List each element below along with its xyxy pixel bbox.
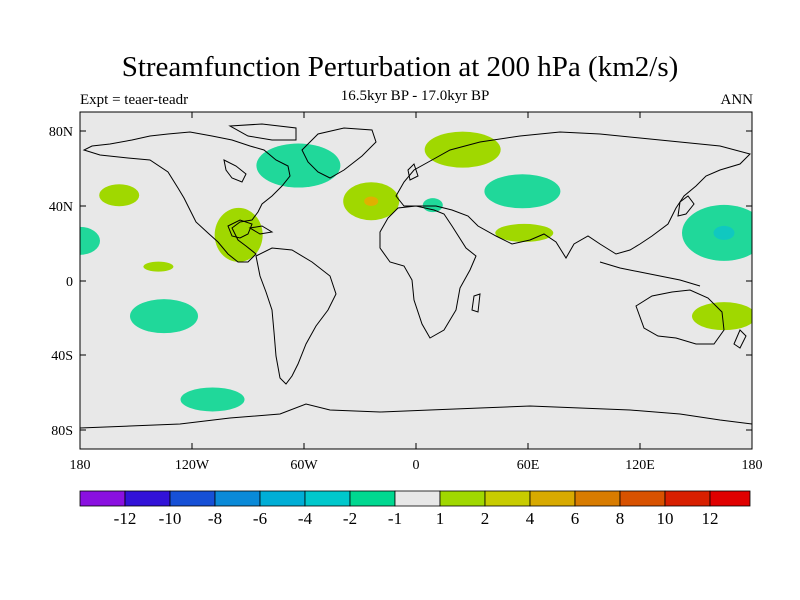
colorbar xyxy=(79,490,751,507)
anomaly-patch xyxy=(143,261,174,272)
anomaly-patch xyxy=(256,143,341,188)
colorbar-box xyxy=(574,490,621,507)
lon-tick-label: 180 xyxy=(70,458,91,473)
lon-tick-label: 120E xyxy=(625,458,655,473)
lon-tick-label: 60E xyxy=(517,458,540,473)
colorbar-label: 1 xyxy=(436,509,445,528)
plot-title: Streamfunction Perturbation at 200 hPa (… xyxy=(121,51,679,83)
anomaly-patch xyxy=(130,299,198,334)
greenland-coast xyxy=(301,127,377,179)
colorbar-box xyxy=(664,490,711,507)
cuba-coast xyxy=(248,225,274,235)
lon-tick-label: 180 xyxy=(742,458,763,473)
lat-labels: 80N 40N 0 40S 80S xyxy=(49,125,73,439)
north-america-coast xyxy=(82,131,291,263)
colorbar-box xyxy=(394,490,441,507)
arctic-islands xyxy=(228,123,297,141)
lon-tick-label: 120W xyxy=(175,458,210,473)
colorbar-box xyxy=(484,490,531,507)
eurasia-coast xyxy=(395,131,751,259)
anomaly-patch xyxy=(484,174,561,209)
season-label: ANN xyxy=(720,92,754,108)
anomaly-patch xyxy=(495,223,554,242)
africa-coast xyxy=(379,205,477,339)
new-zealand-coast xyxy=(733,329,747,349)
anomaly-core xyxy=(364,196,379,206)
madagascar-coast xyxy=(471,293,481,313)
tick-marks xyxy=(80,112,752,449)
colorbar-label: -10 xyxy=(159,509,182,528)
anomaly-patch xyxy=(180,387,245,412)
colorbar-box xyxy=(709,490,751,507)
colorbar-label: -8 xyxy=(208,509,222,528)
colorbar-box xyxy=(529,490,576,507)
colorbar-label: -2 xyxy=(343,509,357,528)
experiment-label: Expt = teaer-teadr xyxy=(80,92,189,108)
lat-tick-label: 80S xyxy=(51,424,73,439)
anomaly-core xyxy=(713,225,735,240)
colorbar-label: -1 xyxy=(388,509,402,528)
colorbar-box xyxy=(79,490,126,507)
anomaly-patch xyxy=(214,207,263,262)
colorbar-box xyxy=(439,490,486,507)
colorbar-labels: -12 -10 -8 -6 -4 -2 -1 1 2 4 6 8 10 12 xyxy=(114,509,719,528)
antarctica-coast xyxy=(80,403,752,429)
colorbar-label: -4 xyxy=(298,509,313,528)
colorbar-label: 4 xyxy=(526,509,535,528)
colorbar-label: 10 xyxy=(657,509,674,528)
lat-tick-label: 40N xyxy=(49,200,73,215)
hudson-bay xyxy=(223,159,247,183)
japan-coast xyxy=(677,195,695,217)
colorbar-label: 2 xyxy=(481,509,490,528)
colorbar-label: 12 xyxy=(702,509,719,528)
colorbar-box xyxy=(304,490,351,507)
australia-coast xyxy=(635,289,725,345)
colorbar-box xyxy=(619,490,666,507)
colorbar-box xyxy=(214,490,261,507)
anomaly-layer xyxy=(80,131,752,412)
colorbar-box xyxy=(124,490,171,507)
anomaly-patch xyxy=(424,131,501,168)
britain-coast xyxy=(407,163,419,181)
period-label: 16.5kyr BP - 17.0kyr BP xyxy=(340,88,490,104)
lon-labels: 180 120W 60W 0 60E 120E 180 xyxy=(70,458,763,473)
gulf-of-mexico xyxy=(227,219,253,239)
anomaly-patch xyxy=(80,226,100,255)
lat-tick-label: 40S xyxy=(51,349,73,364)
colorbar-box xyxy=(169,490,216,507)
indonesia-coast xyxy=(599,261,701,287)
colorbar-label: 6 xyxy=(571,509,580,528)
lat-tick-label: 0 xyxy=(66,275,73,290)
coastlines xyxy=(80,123,752,429)
colorbar-label: -6 xyxy=(253,509,267,528)
lon-tick-label: 60W xyxy=(290,458,318,473)
colorbar-label: 8 xyxy=(616,509,625,528)
lon-tick-label: 0 xyxy=(413,458,420,473)
south-america-coast xyxy=(255,247,337,385)
colorbar-box xyxy=(259,490,306,507)
colorbar-box xyxy=(349,490,396,507)
lat-tick-label: 80N xyxy=(49,125,73,140)
colorbar-label: -12 xyxy=(114,509,137,528)
anomaly-patch xyxy=(99,184,140,207)
